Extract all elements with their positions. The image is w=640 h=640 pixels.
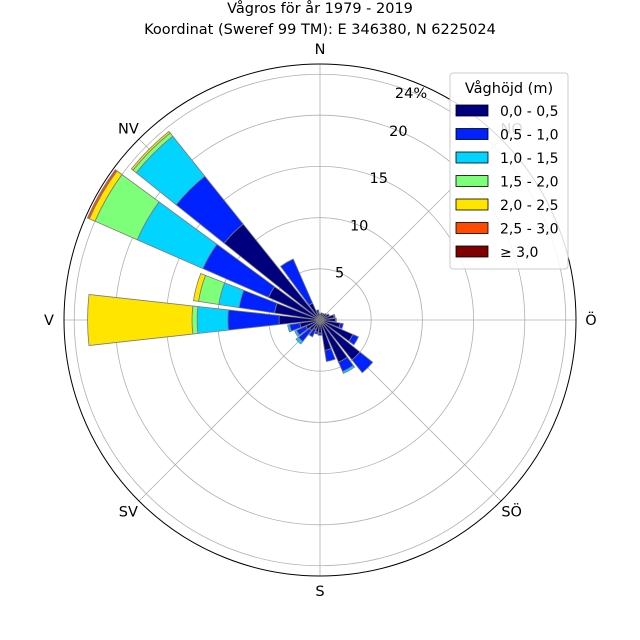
chart-subtitle: Koordinat (Sweref 99 TM): E 346380, N 62… (144, 22, 496, 38)
sector-120 (319, 319, 359, 346)
radial-tick-labels: 5 10 15 20 24% (335, 86, 427, 282)
legend-swatch (455, 175, 489, 187)
legend-item: 2,5 - 3,0 (455, 222, 558, 238)
rose-bars (86, 130, 374, 374)
sector-300 (86, 169, 321, 321)
sector-60 (319, 313, 330, 321)
legend-item: ≥ 3,0 (455, 245, 538, 261)
bar-90-bin-1 (334, 317, 337, 323)
legend-swatch (455, 151, 489, 164)
radial-tick-label: 10 (350, 218, 368, 234)
legend-label: ≥ 3,0 (500, 245, 538, 261)
sector-255 (287, 319, 321, 333)
direction-label: V (44, 313, 54, 329)
bar-75-bin-1 (332, 313, 336, 319)
legend-item: 1,0 - 1,5 (455, 151, 558, 167)
sector-135 (319, 319, 374, 374)
sector-90 (319, 317, 337, 323)
legend: Våghöjd (m) 0,0 - 0,5 0,5 - 1,0 1,0 - 1,5 1… (449, 72, 569, 270)
sector-225 (295, 319, 321, 345)
bar-180-bin-1 (317, 332, 323, 336)
legend-item: 2,0 - 2,5 (455, 198, 558, 214)
sector-345 (315, 309, 321, 321)
legend-label: 0,5 - 1,0 (500, 128, 558, 144)
sector-330 (280, 258, 321, 321)
legend-item: 0,0 - 0,5 (455, 104, 558, 120)
legend-label: 2,0 - 2,5 (500, 198, 558, 214)
bar-165-bin-1 (324, 348, 336, 362)
bar-270-bin-2 (196, 306, 229, 334)
sector-75 (319, 313, 336, 321)
chart-title: Vågros för år 1979 - 2019 (227, 0, 413, 17)
legend-title: Våghöjd (m) (465, 80, 553, 97)
sector-240 (294, 319, 321, 337)
bar-285-bin-4 (193, 272, 207, 302)
direction-label: NV (118, 121, 139, 137)
radial-tick-label: 5 (335, 266, 344, 282)
legend-item: 0,5 - 1,0 (455, 128, 558, 144)
bar-300-bin-5 (86, 169, 118, 220)
legend-items: 0,0 - 0,5 0,5 - 1,0 1,0 - 1,5 1,5 - 2,0 2,0 … (455, 104, 558, 261)
bar-315-bin-4 (130, 130, 171, 171)
bar-120-bin-1 (348, 333, 359, 346)
legend-label: 2,5 - 3,0 (500, 222, 558, 238)
grid-spoke-5 (138, 319, 321, 502)
direction-label: S (315, 584, 324, 600)
radial-tick-label: 20 (389, 124, 407, 140)
sector-150 (319, 319, 356, 374)
legend-frame (449, 72, 569, 270)
direction-label: SV (119, 505, 138, 521)
legend-item: 1,5 - 2,0 (455, 175, 558, 191)
legend-label: 1,0 - 1,5 (500, 151, 558, 167)
sector-180 (317, 319, 323, 336)
radial-tick-label: 24% (395, 86, 427, 102)
legend-swatch (455, 198, 489, 211)
sector-165 (319, 319, 336, 362)
outer-frame (63, 63, 577, 577)
polar-grid (63, 63, 577, 577)
legend-label: 1,5 - 2,0 (500, 175, 558, 191)
radial-tick-label: 15 (370, 171, 388, 187)
sector-270 (87, 294, 321, 346)
bar-135-bin-1 (351, 351, 374, 374)
sector-315 (130, 130, 321, 321)
bar-255-bin-2 (287, 324, 292, 333)
direction-label: N (315, 42, 326, 58)
legend-swatch (455, 128, 489, 140)
legend-swatch (455, 245, 489, 258)
legend-swatch (455, 222, 489, 234)
legend-label: 0,0 - 0,5 (500, 104, 558, 120)
bar-210-bin-1 (308, 327, 317, 338)
grid-ring-4 (73, 73, 567, 567)
direction-label: Ö (585, 311, 596, 329)
direction-label: SÖ (501, 503, 522, 521)
bar-150-bin-2 (342, 364, 356, 374)
bar-345-bin-1 (315, 309, 320, 314)
bar-330-bin-1 (280, 258, 314, 306)
bar-195-bin-1 (314, 330, 319, 335)
sector-285 (193, 272, 321, 321)
bar-225-bin-2 (295, 336, 304, 345)
bar-105-bin-1 (338, 322, 344, 330)
bar-270-bin-4 (87, 294, 194, 346)
bar-270-bin-3 (191, 305, 199, 335)
bar-60-bin-0 (319, 313, 330, 321)
legend-swatch (455, 104, 489, 117)
bar-240-bin-2 (294, 329, 300, 337)
